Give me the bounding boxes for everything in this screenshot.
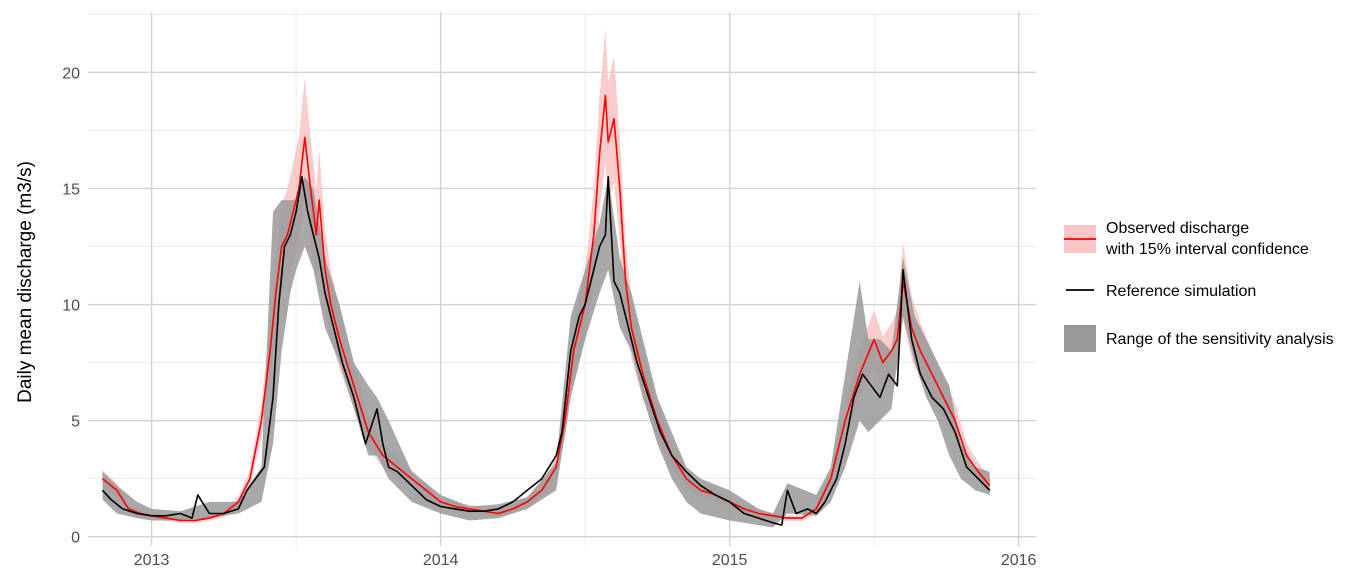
legend-label-reference: Reference simulation (1106, 283, 1256, 300)
legend-label-sensitivity: Range of the sensitivity analysis (1106, 331, 1334, 348)
major-gridlines (88, 12, 1036, 546)
y-tick-label: 0 (71, 530, 80, 547)
y-tick-label: 10 (62, 298, 80, 315)
y-tick-label: 15 (62, 181, 80, 198)
x-tick-label: 2013 (134, 552, 170, 568)
x-tick-label: 2015 (712, 552, 748, 568)
series-lines (101, 94, 991, 526)
observed-discharge-line (101, 94, 991, 522)
observed-confidence-band (102, 29, 990, 523)
x-tick-label: 2014 (423, 552, 459, 568)
legend-label-observed: Observed discharge (1106, 220, 1249, 237)
y-tick-label: 5 (71, 414, 80, 431)
x-axis-tick-labels: 2013 2014 2015 2016 (134, 552, 1037, 568)
sensitivity-range-band (102, 176, 990, 528)
legend-key-sensitivity-band (1064, 325, 1096, 352)
reference-simulation-line (101, 176, 991, 526)
legend: Observed discharge with 15% interval conf… (1064, 220, 1334, 352)
x-tick-label: 2016 (1001, 552, 1037, 568)
y-axis-title: Daily mean discharge (m3/s) (15, 161, 36, 403)
legend-label-observed: with 15% interval confidence (1105, 241, 1309, 258)
minor-gridlines (88, 12, 1036, 546)
y-tick-label: 20 (62, 65, 80, 82)
y-axis-tick-labels: 0 5 10 15 20 (62, 65, 80, 546)
confidence-bands (102, 29, 990, 528)
